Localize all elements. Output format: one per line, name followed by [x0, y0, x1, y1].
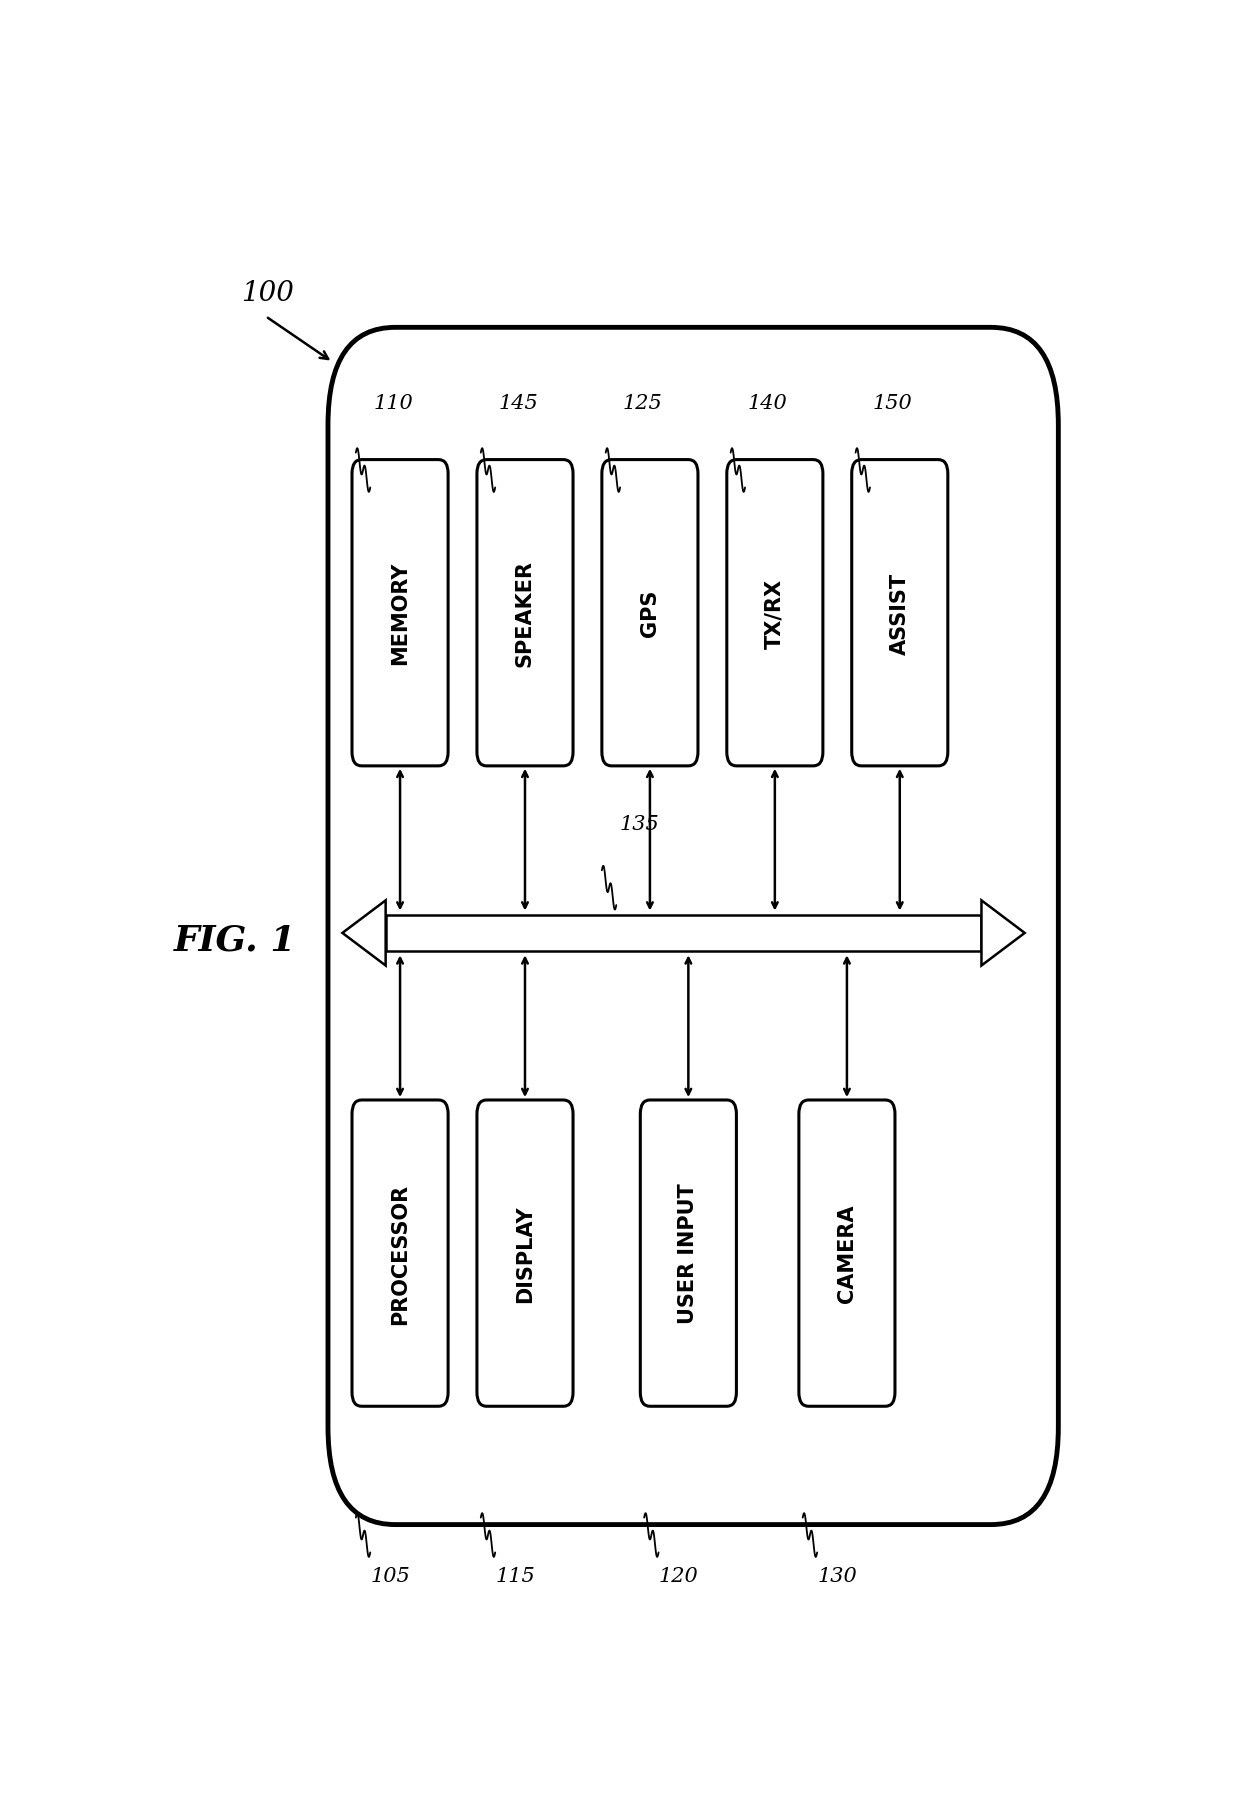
Polygon shape — [342, 902, 386, 967]
Text: 115: 115 — [496, 1567, 536, 1585]
FancyBboxPatch shape — [352, 461, 448, 766]
Text: DISPLAY: DISPLAY — [515, 1205, 534, 1303]
FancyBboxPatch shape — [477, 461, 573, 766]
FancyBboxPatch shape — [799, 1100, 895, 1406]
Text: 100: 100 — [242, 280, 294, 307]
Text: 150: 150 — [873, 394, 913, 414]
FancyBboxPatch shape — [352, 1100, 448, 1406]
Text: 145: 145 — [498, 394, 538, 414]
Text: GPS: GPS — [640, 589, 660, 638]
Text: 110: 110 — [373, 394, 413, 414]
Text: 140: 140 — [748, 394, 787, 414]
FancyBboxPatch shape — [601, 461, 698, 766]
FancyBboxPatch shape — [327, 329, 1058, 1525]
Text: ASSIST: ASSIST — [890, 573, 910, 654]
Text: 135: 135 — [619, 815, 658, 833]
FancyBboxPatch shape — [727, 461, 823, 766]
Text: MEMORY: MEMORY — [391, 562, 410, 665]
Text: 120: 120 — [658, 1567, 698, 1585]
Text: CAMERA: CAMERA — [837, 1203, 857, 1303]
FancyBboxPatch shape — [477, 1100, 573, 1406]
Text: TX/RX: TX/RX — [765, 578, 785, 649]
Text: PROCESSOR: PROCESSOR — [391, 1184, 410, 1325]
Text: 105: 105 — [371, 1567, 410, 1585]
Polygon shape — [982, 902, 1024, 967]
Bar — [386, 916, 982, 952]
Text: SPEAKER: SPEAKER — [515, 560, 534, 667]
FancyBboxPatch shape — [852, 461, 947, 766]
Text: FIG. 1: FIG. 1 — [174, 923, 296, 958]
FancyBboxPatch shape — [640, 1100, 737, 1406]
Text: 125: 125 — [622, 394, 662, 414]
Text: 130: 130 — [817, 1567, 857, 1585]
Text: USER INPUT: USER INPUT — [678, 1184, 698, 1325]
